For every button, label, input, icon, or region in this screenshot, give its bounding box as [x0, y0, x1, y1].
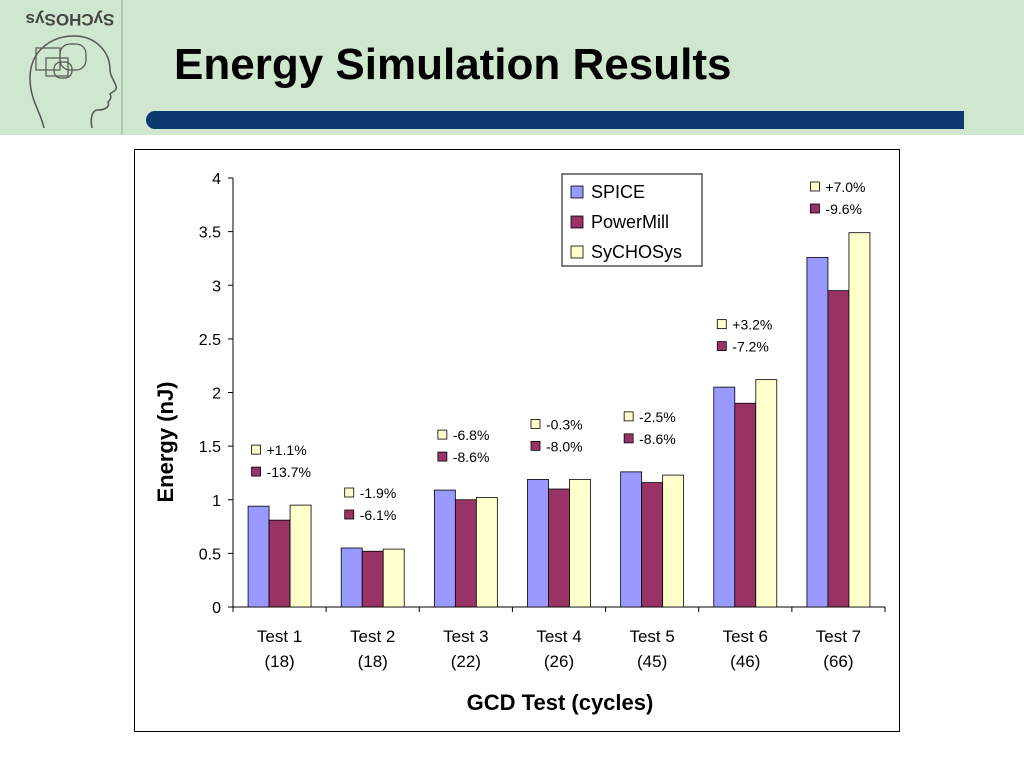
bar-spice-3	[433, 489, 456, 608]
y-axis-label: Energy (nJ)	[153, 381, 178, 502]
bar-chart: 0 0.5 1 1.5 2 2.5 3 3.5 4 +1.1% -13.7% -1.9% -6.1% -…	[153, 171, 886, 715]
bar-powermill-6	[734, 402, 757, 608]
x-tick-label: Test 6	[723, 627, 768, 646]
chart-frame: 0 0.5 1 1.5 2 2.5 3 3.5 4 +1.1% -13.7% -1.9% -6.1% -…	[134, 149, 900, 732]
annotation-sychosys-diff: +3.2%	[732, 317, 772, 333]
head-logo-icon: SyCHOSys	[26, 0, 123, 135]
annotation-sychosys-swatch	[623, 411, 634, 422]
legend-swatch-powermill	[570, 215, 584, 229]
y-tick-label: 1	[212, 493, 221, 510]
legend-swatch-spice	[570, 185, 584, 199]
annotation-sychosys-diff: -6.8%	[453, 427, 490, 443]
x-tick-cycles-label: (22)	[451, 652, 481, 671]
legend-label-sychosys: SyCHOSys	[591, 242, 682, 262]
x-tick-label: Test 3	[443, 627, 488, 646]
logo: SyCHOSys	[0, 0, 124, 135]
annotation-powermill-swatch	[251, 466, 261, 477]
annotation-sychosys-diff: +1.1%	[267, 442, 307, 458]
bar-sychosys-6	[755, 379, 778, 608]
annotation-powermill-swatch	[437, 451, 448, 462]
x-tick-label: Test 1	[257, 627, 302, 646]
legend-label-powermill: PowerMill	[591, 212, 669, 232]
x-tick-label: Test 5	[629, 627, 674, 646]
x-tick-cycles-label: (18)	[358, 652, 388, 671]
slide-header: SyCHOSys Energy Simulation Results	[0, 0, 1024, 135]
annotation-powermill-diff: -6.1%	[360, 507, 397, 523]
bar-sychosys-4	[569, 478, 591, 608]
legend-label-spice: SPICE	[591, 182, 645, 202]
chart-legend: SPICE PowerMill SyCHOSys	[561, 173, 703, 267]
y-tick-label: 1.5	[199, 439, 221, 456]
y-tick-label: 4	[212, 171, 221, 188]
annotation-powermill-diff: -8.0%	[546, 438, 583, 454]
y-tick-label: 0.5	[199, 546, 221, 563]
x-tick-label: Test 4	[536, 627, 581, 646]
bar-powermill-5	[641, 482, 664, 608]
annotation-sychosys-swatch	[251, 444, 261, 455]
annotation-sychosys-diff: +7.0%	[825, 179, 865, 195]
bar-sychosys-1	[289, 504, 312, 608]
bar-spice-5	[620, 471, 643, 608]
x-tick-cycles-label: (26)	[544, 652, 574, 671]
page-title: Energy Simulation Results	[174, 40, 732, 89]
annotation-sychosys-swatch	[530, 418, 541, 429]
annotation-sychosys-swatch	[437, 429, 448, 440]
title-underline-bar	[146, 111, 964, 129]
x-tick-label: Test 7	[816, 627, 861, 646]
legend-box	[561, 173, 703, 267]
bar-sychosys-3	[475, 497, 498, 608]
bar-sychosys-7	[848, 232, 871, 608]
annotation-powermill-diff: -8.6%	[453, 449, 490, 465]
bar-sychosys-5	[662, 474, 685, 608]
bar-powermill-3	[454, 499, 477, 608]
y-tick-label: 0	[212, 600, 221, 617]
annotation-sychosys-diff: -1.9%	[360, 485, 397, 501]
y-tick-label: 3.5	[199, 225, 221, 242]
logo-text: SyCHOSys	[26, 10, 115, 29]
annotation-sychosys-swatch	[716, 319, 727, 330]
y-tick-label: 2.5	[199, 332, 221, 349]
x-tick-cycles-label: (45)	[637, 652, 667, 671]
bar-spice-7	[806, 256, 829, 608]
annotation-sychosys-diff: -2.5%	[639, 409, 676, 425]
bar-spice-4	[527, 478, 549, 608]
annotation-powermill-swatch	[716, 341, 727, 352]
bar-sychosys-2	[382, 548, 405, 608]
annotation-powermill-swatch	[810, 203, 820, 214]
annotation-powermill-swatch	[344, 509, 355, 520]
bar-powermill-2	[361, 550, 384, 608]
annotation-powermill-diff: -7.2%	[732, 339, 769, 355]
x-tick-cycles-label: (46)	[730, 652, 760, 671]
annotation-powermill-swatch	[530, 440, 541, 451]
x-axis-label: GCD Test (cycles)	[467, 690, 654, 715]
y-tick-label: 3	[212, 278, 221, 295]
bar-spice-2	[340, 547, 363, 608]
bar-spice-1	[247, 505, 270, 608]
x-tick-label: Test 2	[350, 627, 395, 646]
annotation-sychosys-swatch	[810, 181, 820, 192]
bar-powermill-1	[268, 519, 291, 608]
bar-spice-6	[713, 386, 736, 608]
annotation-powermill-diff: -8.6%	[639, 431, 676, 447]
y-tick-label: 2	[212, 386, 221, 403]
annotation-powermill-diff: -9.6%	[825, 201, 862, 217]
bar-powermill-7	[827, 290, 850, 608]
annotation-sychosys-swatch	[344, 487, 355, 498]
x-tick-cycles-label: (18)	[264, 652, 294, 671]
bar-powermill-4	[548, 488, 570, 608]
x-tick-cycles-label: (66)	[823, 652, 853, 671]
annotation-sychosys-diff: -0.3%	[546, 416, 583, 432]
annotation-powermill-diff: -13.7%	[267, 464, 311, 480]
annotation-powermill-swatch	[623, 433, 634, 444]
legend-swatch-sychosys	[570, 245, 584, 259]
